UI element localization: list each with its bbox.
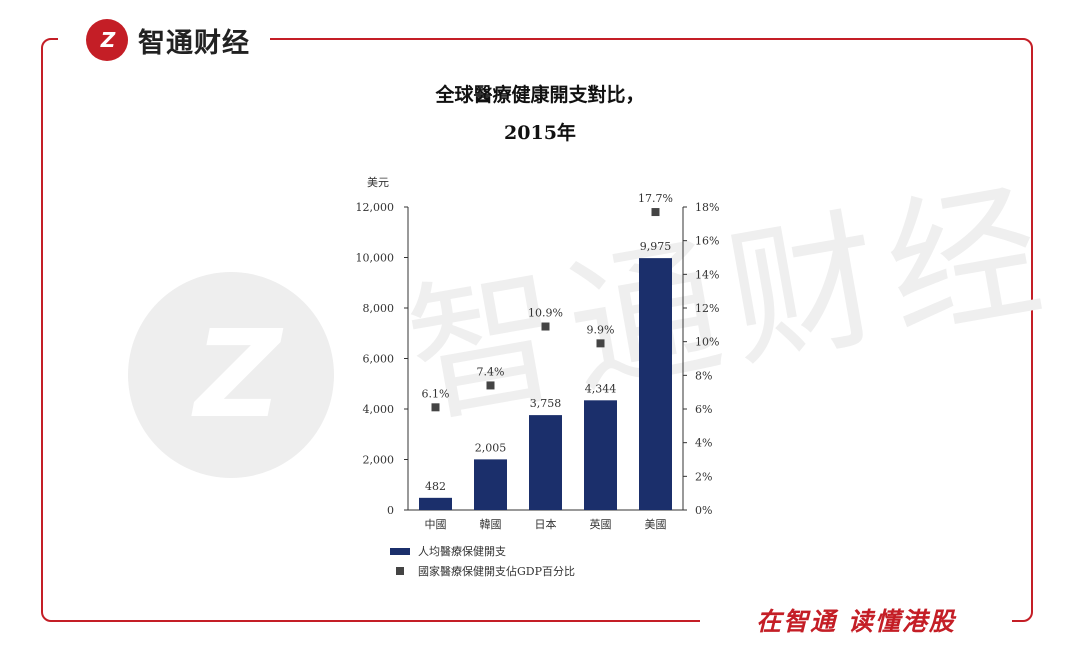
category-label: 中國 bbox=[425, 518, 447, 531]
left-tick-label: 8,000 bbox=[363, 302, 395, 315]
brand-logo: Z bbox=[86, 19, 128, 61]
bar-value-label: 4,344 bbox=[585, 382, 617, 395]
marker-value-label: 6.1% bbox=[422, 387, 450, 400]
right-tick-label: 0% bbox=[695, 504, 712, 517]
bar-value-label: 9,975 bbox=[640, 240, 672, 253]
marker-2 bbox=[541, 322, 550, 331]
legend-bar-swatch bbox=[390, 547, 410, 555]
right-tick-label: 18% bbox=[695, 201, 719, 214]
right-tick-label: 10% bbox=[695, 336, 719, 349]
legend-marker-swatch bbox=[396, 567, 404, 575]
right-tick-label: 12% bbox=[695, 302, 719, 315]
legend-item-bar: 人均醫療保健開支 bbox=[390, 543, 506, 559]
slogan: 在智通 读懂港股 bbox=[756, 607, 956, 636]
left-tick-label: 4,000 bbox=[363, 403, 395, 416]
bar-4 bbox=[639, 258, 672, 510]
legend-marker-label: 國家醫療保健開支佔GDP百分比 bbox=[418, 565, 576, 578]
marker-value-label: 17.7% bbox=[638, 192, 673, 205]
category-label: 英國 bbox=[590, 517, 612, 531]
content-frame bbox=[41, 38, 1033, 622]
left-tick-label: 2,000 bbox=[363, 454, 395, 467]
frame-gap-bottom bbox=[700, 612, 1012, 632]
bar-value-label: 2,005 bbox=[475, 441, 507, 454]
bar-2 bbox=[529, 415, 562, 510]
right-tick-label: 4% bbox=[695, 437, 712, 450]
marker-1 bbox=[486, 381, 495, 390]
bar-value-label: 3,758 bbox=[530, 397, 562, 410]
bar-3 bbox=[584, 400, 617, 510]
marker-4 bbox=[651, 208, 660, 217]
left-tick-label: 12,000 bbox=[356, 201, 395, 214]
marker-value-label: 10.9% bbox=[528, 307, 563, 320]
bar-1 bbox=[474, 459, 507, 510]
marker-value-label: 7.4% bbox=[477, 365, 505, 378]
bar-value-label: 482 bbox=[425, 480, 446, 493]
category-label: 美國 bbox=[645, 518, 667, 531]
marker-0 bbox=[431, 403, 440, 412]
left-tick-label: 10,000 bbox=[356, 252, 395, 265]
marker-3 bbox=[596, 339, 605, 348]
legend-item-marker: 國家醫療保健開支佔GDP百分比 bbox=[390, 563, 575, 579]
brand-header: Z 智通财经 bbox=[86, 18, 250, 62]
marker-value-label: 9.9% bbox=[587, 323, 615, 336]
legend-bar-label: 人均醫療保健開支 bbox=[418, 545, 506, 558]
left-axis-unit: 美元 bbox=[367, 176, 389, 189]
chart-title: 全球醫療健康開支對比， bbox=[435, 84, 645, 106]
bar-0 bbox=[419, 497, 452, 510]
category-label: 日本 bbox=[535, 517, 557, 531]
right-tick-label: 6% bbox=[695, 403, 712, 416]
brand-name: 智通财经 bbox=[138, 27, 250, 59]
right-tick-label: 14% bbox=[695, 268, 719, 281]
right-tick-label: 16% bbox=[695, 235, 719, 248]
left-tick-label: 0 bbox=[387, 504, 394, 517]
right-tick-label: 2% bbox=[695, 470, 712, 483]
chart-subtitle: 2015年 bbox=[504, 122, 576, 144]
category-label: 韓國 bbox=[480, 518, 502, 531]
left-tick-label: 6,000 bbox=[363, 353, 395, 366]
right-tick-label: 8% bbox=[695, 369, 712, 382]
